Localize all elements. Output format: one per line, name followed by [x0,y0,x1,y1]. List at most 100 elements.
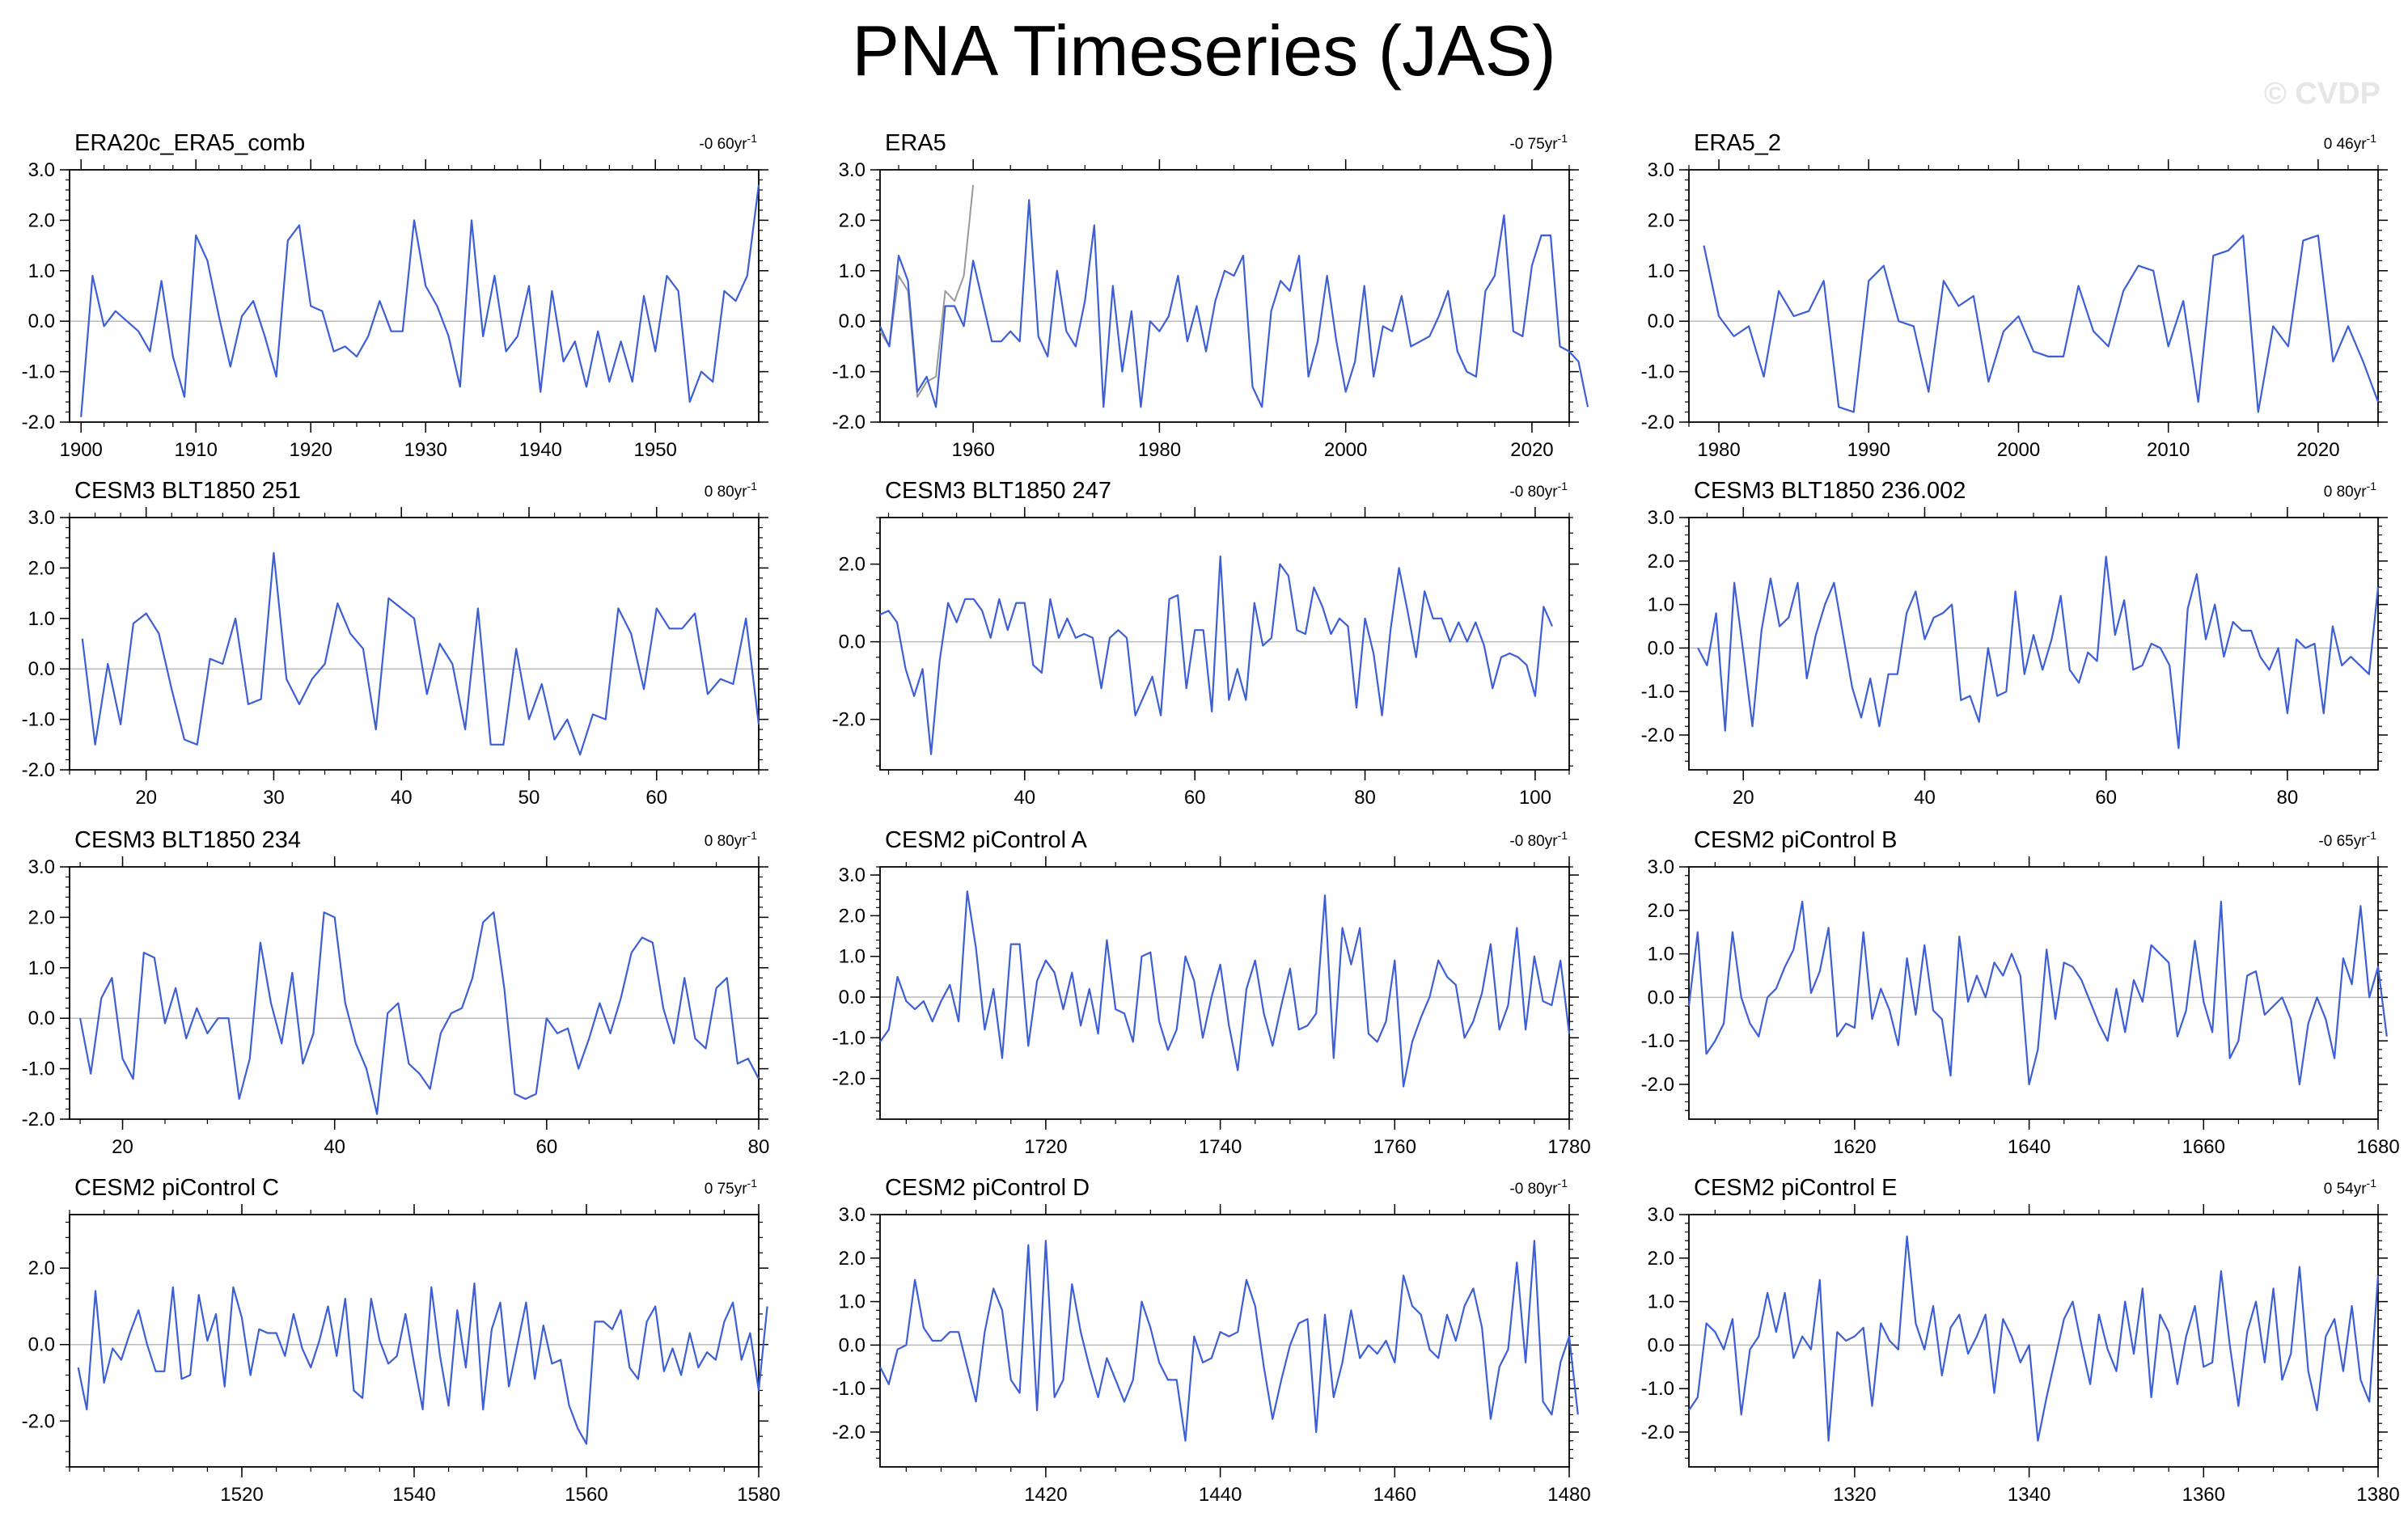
trend-label: 0 80yr-1 [705,829,757,850]
trend-value: 0 46yr [2324,136,2367,153]
chart-panel-12: CESM2 piControl E 0 54yr-1 -2.0 -1.0 0.0 1.0 2… [1641,1175,2400,1506]
x-tick-label: 1660 [2182,1136,2225,1158]
y-tick-label: 3.0 [1648,856,1674,878]
x-tick-label: 1340 [2008,1484,2050,1506]
y-tick-label: 0.0 [28,311,55,332]
trend-unit-superscript: -1 [747,132,758,145]
trend-value: -0 80yr [1509,484,1558,501]
y-tick-label: 2.0 [1648,209,1674,231]
plot-frame [69,866,760,1120]
y-tick-label: 0.0 [28,658,55,680]
y-tick-label: 0.0 [28,1334,55,1356]
trend-value: -0 65yr [2318,833,2367,850]
chart-title: ERA5 [885,130,946,156]
y-tick-label: 1.0 [839,260,865,282]
y-tick-label: -2.0 [1641,725,1674,746]
plot-frame [69,517,760,771]
x-tick-label: 1380 [2356,1484,2399,1506]
y-tick-label: 0.0 [839,311,865,332]
series-line [1703,235,2380,413]
series-line [879,890,1571,1088]
y-tick-label: -2.0 [22,759,55,781]
y-tick-label: 2.0 [28,557,55,579]
x-tick-label: 1460 [1373,1484,1416,1506]
x-tick-label: 30 [263,787,285,809]
chart-title: CESM2 piControl B [1694,827,1897,853]
trend-unit-superscript: -1 [2367,480,2377,492]
x-tick-label: 1980 [1138,439,1181,461]
x-tick-label: 1980 [1697,439,1740,461]
chart-panel-10: CESM2 piControl C 0 75yr-1 -2.0 0.0 2.0 1520 1… [22,1175,781,1506]
y-tick-label: -2.0 [22,1410,55,1432]
trend-label: 0 54yr-1 [2324,1177,2376,1198]
chart-title: ERA20c_ERA5_comb [74,130,305,156]
x-tick-label: 1560 [565,1484,607,1506]
plot-frame [1688,1214,2379,1468]
trend-label: 0 46yr-1 [2324,132,2376,153]
trend-label: -0 80yr-1 [1509,480,1568,501]
chart-panel-1: ERA20c_ERA5_comb -0 60yr-1 -2.0 -1.0 0.0 1.0 2… [22,130,768,461]
y-tick-label: 1.0 [1648,1291,1674,1313]
x-tick-label: 1620 [1833,1136,1876,1158]
series-line [81,551,760,756]
x-tick-label: 1680 [2356,1136,2399,1158]
x-tick-label: 1320 [1833,1484,1876,1506]
y-tick-label: 0.0 [839,987,865,1008]
trend-unit-superscript: -1 [747,480,758,492]
x-tick-label: 20 [112,1136,133,1158]
y-tick-label: -2.0 [832,1422,865,1443]
y-tick-label: 1.0 [1648,944,1674,966]
y-tick-label: 0.0 [839,632,865,653]
trend-label: -0 80yr-1 [1509,829,1568,850]
plot-frame [1688,169,2379,423]
trend-label: -0 65yr-1 [2318,829,2376,850]
y-tick-label: 0.0 [1648,311,1674,332]
trend-label: 0 80yr-1 [705,480,757,501]
chart-panel-11: CESM2 piControl D -0 80yr-1 -2.0 -1.0 0.0 1.0… [832,1175,1591,1506]
y-tick-label: 2.0 [28,1257,55,1279]
chart-panel-5: CESM3 BLT1850 247 -0 80yr-1 -2.0 0.0 2.0 40 60… [832,478,1579,809]
x-tick-label: 20 [1733,787,1754,809]
y-tick-label: 3.0 [1648,507,1674,529]
y-tick-label: 1.0 [28,957,55,979]
y-tick-label: -1.0 [1641,1378,1674,1400]
y-tick-label: 2.0 [839,905,865,927]
chart-panel-9: CESM2 piControl B -0 65yr-1 -2.0 -1.0 0.0 1.0… [1641,827,2400,1158]
y-tick-label: -2.0 [832,1068,865,1090]
series-line [879,1240,1579,1442]
x-tick-label: 1720 [1024,1136,1067,1158]
trend-value: -0 60yr [699,136,747,153]
trend-unit-superscript: -1 [747,1177,758,1190]
page-title: PNA Timeseries (JAS) [852,11,1556,91]
y-tick-label: 0.0 [839,1334,865,1356]
trend-value: -0 75yr [1509,136,1558,153]
x-tick-label: 1640 [2008,1136,2050,1158]
y-tick-label: -2.0 [1641,1422,1674,1443]
x-tick-label: 40 [1914,787,1936,809]
x-tick-label: 1940 [519,439,562,461]
trend-label: -0 75yr-1 [1509,132,1568,153]
plot-frame [879,169,1570,423]
chart-title: CESM3 BLT1850 247 [885,478,1111,504]
x-tick-label: 1360 [2182,1484,2225,1506]
x-tick-label: 1950 [634,439,677,461]
y-tick-label: -2.0 [1641,412,1674,433]
trend-unit-superscript: -1 [747,829,758,842]
y-tick-label: 2.0 [839,554,865,576]
y-tick-label: 0.0 [1648,987,1674,1008]
y-tick-label: -1.0 [1641,1030,1674,1052]
y-tick-label: 2.0 [1648,900,1674,922]
trend-unit-superscript: -1 [2367,1177,2377,1190]
y-tick-label: 3.0 [839,1204,865,1226]
series-line [80,184,760,417]
plot-frame [879,517,1570,771]
y-tick-label: -2.0 [22,1109,55,1130]
y-tick-label: -1.0 [832,1027,865,1049]
trend-unit-superscript: -1 [2367,829,2377,842]
y-tick-label: -2.0 [832,709,865,731]
series-line-secondary [879,184,975,398]
y-tick-label: -1.0 [22,361,55,383]
x-tick-label: 1920 [290,439,332,461]
x-tick-label: 50 [518,787,540,809]
